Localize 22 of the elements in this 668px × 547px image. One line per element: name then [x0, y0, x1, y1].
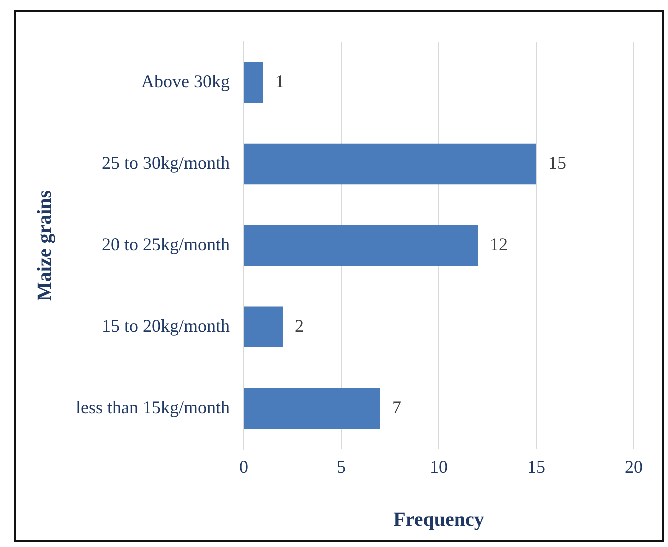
x-tick-label: 15 [528, 456, 546, 477]
y-tick-label: 25 to 30kg/month [102, 152, 230, 173]
bar [244, 225, 478, 266]
x-axis-title: Frequency [394, 509, 484, 532]
x-tick-label: 5 [336, 456, 346, 477]
y-tick-label: 15 to 20kg/month [102, 316, 230, 336]
data-label: 1 [275, 71, 284, 92]
data-label: 2 [294, 316, 304, 336]
x-tick-label: 0 [239, 456, 248, 477]
data-label: 7 [392, 397, 402, 418]
bar [244, 62, 264, 104]
bar [244, 144, 536, 185]
data-label: 12 [490, 234, 508, 254]
x-tick-label: 10 [430, 456, 448, 477]
y-axis-title: Maize grains [34, 190, 56, 301]
y-tick-label: less than 15kg/month [76, 397, 230, 418]
y-tick-label: Above 30kg [141, 71, 230, 92]
y-tick-label: 20 to 25kg/month [102, 234, 230, 254]
x-tick-label: 20 [625, 456, 643, 477]
bar [244, 388, 380, 430]
bar [244, 306, 283, 348]
data-label: 15 [548, 152, 566, 173]
